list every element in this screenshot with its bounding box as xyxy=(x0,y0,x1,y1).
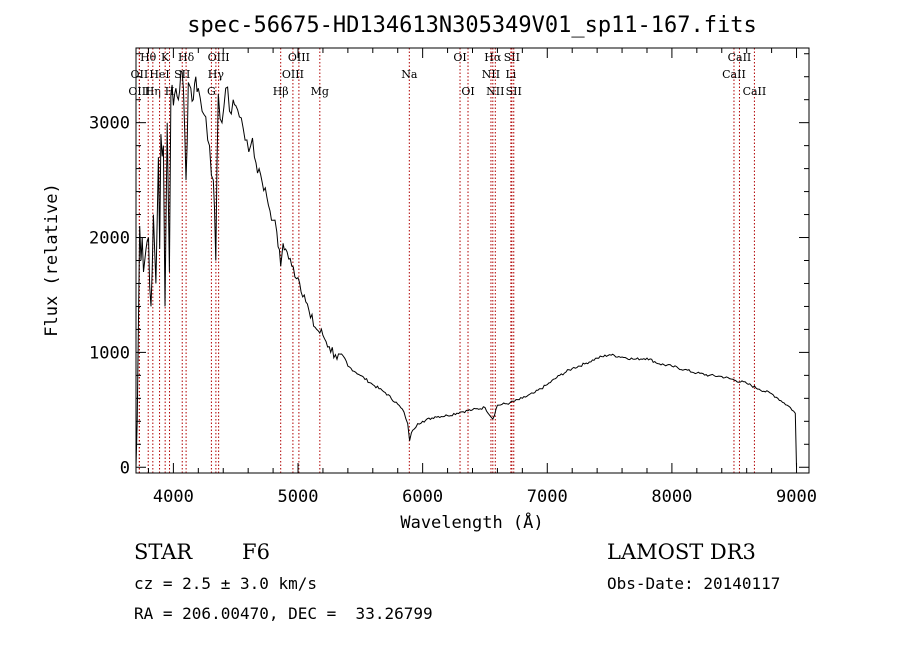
object-class: STAR xyxy=(134,540,193,564)
line-label: CaII xyxy=(728,51,752,64)
line-label: Hγ xyxy=(208,68,225,81)
spectrum-line xyxy=(135,70,797,468)
line-label: NII xyxy=(486,85,504,98)
line-label: OIII xyxy=(208,51,230,64)
line-label: OIII xyxy=(128,85,150,98)
x-tick-label: 8000 xyxy=(651,487,692,507)
y-axis-label: Flux (relative) xyxy=(42,183,62,337)
line-label: OIII xyxy=(288,51,310,64)
line-label: K xyxy=(161,51,170,64)
coordinates: RA = 206.00470, DEC = 33.26799 xyxy=(134,604,433,623)
y-axis: 0 1000 2000 3000 xyxy=(89,53,809,478)
y-tick-label: 3000 xyxy=(89,114,130,134)
line-label: Hδ xyxy=(178,51,195,64)
line-label: Hθ xyxy=(140,51,157,64)
spectrum-series xyxy=(135,70,797,468)
observation-date: Obs-Date: 20140117 xyxy=(607,574,781,593)
line-label: Na xyxy=(401,68,418,81)
y-tick-label: 1000 xyxy=(89,343,130,363)
line-label: Hη xyxy=(145,85,161,98)
y-tick-label: 0 xyxy=(120,458,130,478)
line-label: Li xyxy=(505,68,516,81)
line-label: OIII xyxy=(282,68,304,81)
line-label: SII xyxy=(506,85,522,98)
x-tick-label: 5000 xyxy=(278,487,319,507)
x-tick-label: 9000 xyxy=(776,487,817,507)
line-label: SII xyxy=(504,51,520,64)
line-label: H xyxy=(165,85,175,98)
line-label: G xyxy=(207,85,216,98)
line-label: CaII xyxy=(743,85,767,98)
x-axis-label: Wavelength (Å) xyxy=(400,511,543,533)
line-label: OII xyxy=(131,68,149,81)
line-label: Mg xyxy=(311,85,329,98)
line-label: Hα xyxy=(484,51,502,64)
x-axis: 4000 5000 6000 7000 8000 9000 xyxy=(147,48,817,507)
line-label: Hβ xyxy=(273,85,289,98)
chart-title: spec-56675-HD134613N305349V01_sp11-167.f… xyxy=(187,13,757,38)
survey-name: LAMOST DR3 xyxy=(607,540,756,564)
line-label: NII xyxy=(482,68,500,81)
line-label: OI xyxy=(461,85,474,98)
x-tick-label: 4000 xyxy=(153,487,194,507)
x-tick-label: 6000 xyxy=(402,487,443,507)
y-tick-label: 2000 xyxy=(89,229,130,249)
line-label: HeI xyxy=(149,68,169,81)
line-label: CaII xyxy=(722,68,746,81)
line-label: OI xyxy=(453,51,466,64)
redshift-value: cz = 2.5 ± 3.0 km/s xyxy=(134,574,318,593)
x-tick-label: 7000 xyxy=(527,487,568,507)
spectral-subclass: F6 xyxy=(242,540,270,564)
